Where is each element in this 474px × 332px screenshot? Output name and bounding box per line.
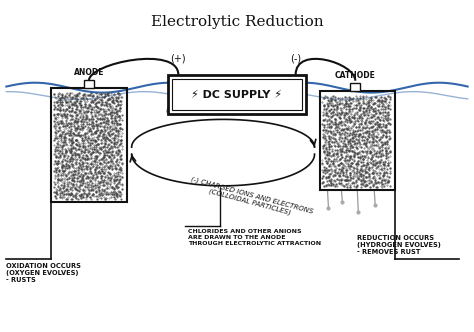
Bar [350,83,360,91]
Text: (+): (+) [171,54,186,64]
Text: Electrolytic Reduction: Electrolytic Reduction [151,15,323,29]
Text: ANODE: ANODE [73,68,104,77]
Bar [173,79,301,111]
Text: REDUCTION OCCURS
(HYDROGEN EVOLVES)
- REMOVES RUST: REDUCTION OCCURS (HYDROGEN EVOLVES) - RE… [357,235,441,255]
Text: (-) CHARGED IONS AND ELECTRONS
(COLLOIDAL PARTICLES): (-) CHARGED IONS AND ELECTRONS (COLLOIDA… [188,175,314,222]
Text: ⚡ DC SUPPLY ⚡: ⚡ DC SUPPLY ⚡ [191,90,283,100]
Text: CATHODE: CATHODE [335,71,376,80]
Text: OXIDATION OCCURS
(OXYGEN EVOLVES)
- RUSTS: OXIDATION OCCURS (OXYGEN EVOLVES) - RUST… [6,263,81,283]
Text: CHLORIDES AND OTHER ANIONS
ARE DRAWN TO THE ANODE
THROUGH ELECTROLYTIC ATTRACTIO: CHLORIDES AND OTHER ANIONS ARE DRAWN TO … [188,229,321,246]
Bar [168,75,306,115]
Bar [51,88,127,202]
Text: (+) CHARGED METALLIC IONS: (+) CHARGED METALLIC IONS [166,107,280,116]
Text: (-): (-) [290,54,301,64]
Bar [84,80,94,88]
Bar [319,91,395,190]
